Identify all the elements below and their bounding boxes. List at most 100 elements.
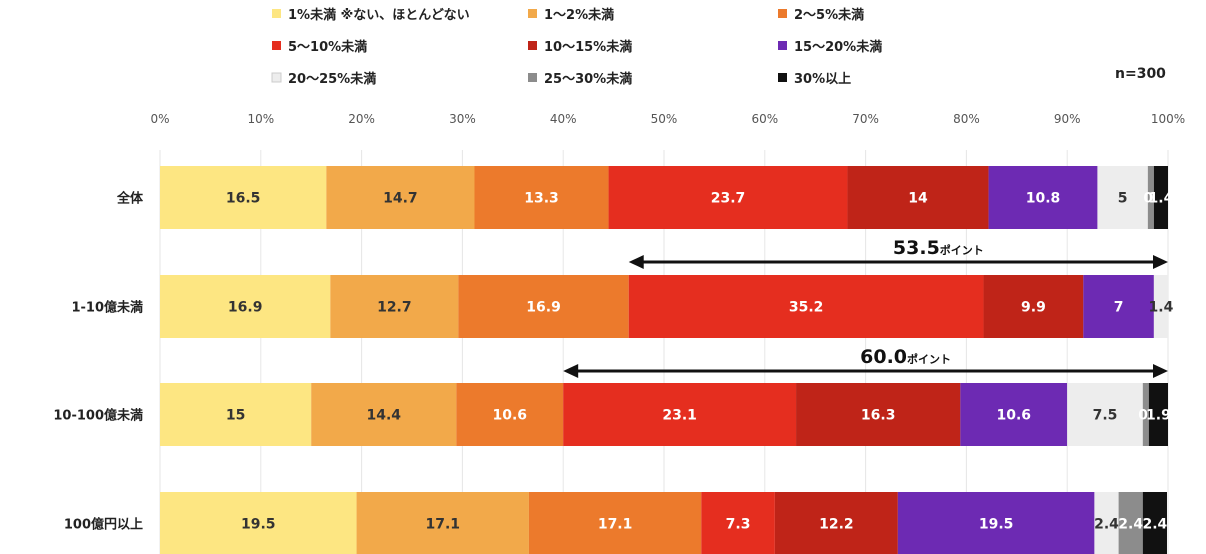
data-label: 17.1: [598, 517, 633, 533]
legend-swatch: [528, 9, 537, 18]
bar-segment: [1148, 383, 1168, 446]
data-label: 15: [226, 408, 245, 424]
legend-swatch: [778, 41, 787, 50]
bar-segment: [326, 166, 475, 229]
data-label: 2.4: [1094, 517, 1119, 533]
bar-segment: [330, 275, 459, 338]
bar-segment: [1094, 492, 1119, 554]
category-label: 10-100億未満: [53, 408, 143, 424]
legend-label: 25～30%未満: [544, 71, 632, 87]
data-label: 5: [1118, 191, 1128, 207]
legend-swatch: [272, 41, 281, 50]
x-tick-label: 30%: [449, 112, 476, 126]
bar-segment: [1118, 492, 1143, 554]
data-label: 16.5: [226, 191, 261, 207]
x-tick-label: 40%: [550, 112, 577, 126]
data-label: 1.4: [1149, 191, 1174, 207]
x-tick-label: 50%: [651, 112, 678, 126]
data-label: 14: [908, 191, 928, 207]
x-tick-label: 60%: [751, 112, 778, 126]
bar-segment: [563, 383, 797, 446]
legend-swatch: [272, 9, 281, 18]
bar-segment: [474, 166, 609, 229]
data-label: 19.5: [241, 517, 276, 533]
legend-label: 1～2%未満: [544, 7, 614, 23]
data-label: 12.7: [377, 300, 412, 316]
difference-label: 53.5ポイント: [893, 237, 984, 259]
bar-segment: [1097, 166, 1148, 229]
bar-segment: [628, 275, 984, 338]
difference-label: 60.0ポイント: [860, 346, 951, 368]
legend-label: 15～20%未満: [794, 39, 882, 55]
category-label: 全体: [116, 191, 144, 207]
data-label: 16.9: [228, 300, 263, 316]
data-label: 10.8: [1026, 191, 1061, 207]
x-tick-label: 0%: [150, 112, 169, 126]
data-label: 23.7: [711, 191, 746, 207]
bar-segment: [160, 166, 327, 229]
legend: 1%未満 ※ない、ほとんどない 1～2%未満 2～5%未満 5～10%未満 10～15%…: [271, 7, 882, 87]
data-label: 10.6: [997, 408, 1032, 424]
bar-segment: [1142, 383, 1149, 446]
legend-swatch: [528, 73, 537, 82]
data-label: 16.3: [861, 408, 896, 424]
bar-segment: [528, 492, 702, 554]
data-label: 7.3: [726, 517, 751, 533]
sample-size-label: n=300: [1115, 66, 1166, 82]
x-tick-label: 90%: [1054, 112, 1081, 126]
data-label: 16.9: [526, 300, 561, 316]
bar-segment: [774, 492, 898, 554]
bar-segment: [160, 275, 331, 338]
data-label: 7: [1114, 300, 1124, 316]
bar-segment: [356, 492, 529, 554]
arrow-head-left: [563, 364, 579, 378]
bar-segment: [1153, 275, 1168, 338]
legend-label: 20～25%未満: [288, 71, 376, 87]
x-axis-ticks: 0% 10% 20% 30% 40% 50% 60% 70% 80% 90% 100%: [150, 112, 1185, 126]
data-label: 12.2: [819, 517, 854, 533]
category-labels: 全体 1-10億未満 10-100億未満 100億円以上: [53, 191, 144, 533]
data-label: 14.7: [383, 191, 418, 207]
legend-label: 10～15%未満: [544, 39, 632, 55]
data-label: 7.5: [1093, 408, 1118, 424]
legend-label: 30%以上: [794, 72, 851, 87]
legend-swatch: [528, 41, 537, 50]
bar-segment: [988, 166, 1098, 229]
bar-segment: [1147, 166, 1154, 229]
data-label: 2.4: [1142, 517, 1167, 533]
bar-segment: [160, 492, 357, 554]
bar-segment: [456, 383, 564, 446]
x-tick-label: 10%: [247, 112, 274, 126]
bar-segment: [701, 492, 775, 554]
bar-segment: [160, 383, 312, 446]
data-label: 9.9: [1021, 300, 1046, 316]
data-label: 10.6: [493, 408, 528, 424]
bar-segment: [897, 492, 1095, 554]
data-label: 2.4: [1118, 517, 1143, 533]
arrow-head-right: [1153, 255, 1168, 269]
category-label: 1-10億未満: [71, 300, 143, 316]
bars: 16.5 14.7 13.3 23.7 14 10.8 5 0.1.416.9 12.7 16.9…: [160, 166, 1174, 554]
data-label: 1.9: [1146, 408, 1171, 424]
x-tick-label: 80%: [953, 112, 980, 126]
legend-label: 5～10%未満: [288, 39, 367, 55]
bar-segment: [311, 383, 457, 446]
bar-segment: [1153, 166, 1168, 229]
data-label: 19.5: [979, 517, 1014, 533]
arrow-head-right: [1153, 364, 1168, 378]
arrow-head-left: [628, 255, 644, 269]
legend-swatch: [778, 73, 787, 82]
data-label: 13.3: [524, 191, 559, 207]
legend-swatch: [778, 9, 787, 18]
bar-segment: [960, 383, 1068, 446]
data-label: 14.4: [367, 408, 402, 424]
difference-annotations: 53.5ポイント 60.0ポイント: [563, 237, 1168, 378]
bar-segment: [1142, 492, 1167, 554]
bar-segment: [1083, 275, 1154, 338]
legend-label: 2～5%未満: [794, 7, 864, 23]
x-tick-label: 20%: [348, 112, 375, 126]
x-tick-label: 100%: [1151, 112, 1185, 126]
data-label: 1.4: [1149, 300, 1174, 316]
bar-segment: [796, 383, 961, 446]
